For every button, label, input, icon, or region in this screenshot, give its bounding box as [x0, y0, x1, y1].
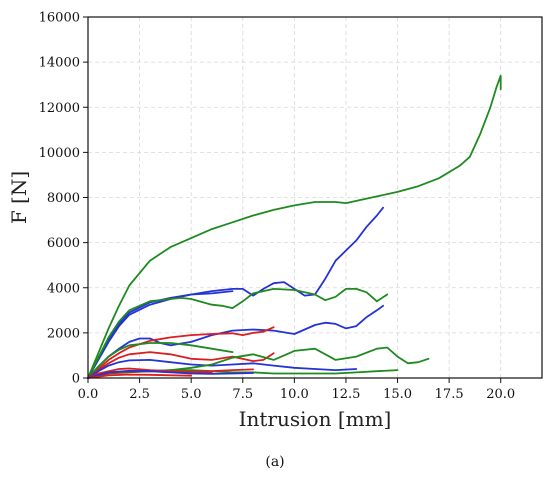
series-line-6-red: [87, 326, 275, 379]
series-line-13-red: [87, 367, 255, 379]
y-axis-label: F [N]: [7, 171, 31, 224]
x-tick-label: 0.0: [78, 387, 99, 402]
series-line-5-blue: [87, 304, 385, 379]
figure-caption: (a): [265, 454, 284, 470]
series-layer: [87, 74, 502, 379]
series-line-8-red: [87, 351, 275, 379]
y-tick-label: 2000: [47, 326, 80, 341]
series-line-2-blue: [87, 206, 385, 379]
series-line-15-red: [87, 373, 193, 379]
x-tick-label: 2.5: [129, 387, 150, 402]
y-tick-label: 14000: [39, 56, 80, 71]
x-tick-label: 12.5: [331, 387, 360, 402]
x-tick-label: 7.5: [232, 387, 253, 402]
x-tick-label: 15.0: [383, 387, 412, 402]
series-line-4-green: [87, 287, 389, 379]
series-line-14-blue: [87, 369, 255, 379]
y-tick-label: 12000: [39, 101, 80, 116]
x-tick-label: 5.0: [181, 387, 202, 402]
y-tick-label: 16000: [39, 11, 80, 26]
tick-layer: 0.0 2.5 5.0 7.5 10.0 12.5 15.0 17.5 20.0 0 2000 400…: [39, 11, 516, 403]
y-tick-label: 4000: [47, 281, 80, 296]
x-tick-label: 10.0: [280, 387, 309, 402]
series-line-7-green: [87, 342, 234, 379]
y-tick-label: 8000: [47, 191, 80, 206]
series-line-1-green: [87, 74, 502, 379]
y-tick-label: 6000: [47, 236, 80, 251]
series-line-9-blue: [87, 358, 358, 379]
grid-layer: [87, 16, 542, 379]
x-axis-label: Intrusion [mm]: [239, 407, 392, 431]
x-tick-label: 17.5: [435, 387, 464, 402]
y-tick-label: 10000: [39, 146, 80, 161]
y-tick-label: 0: [72, 372, 80, 387]
x-tick-label: 20.0: [486, 387, 515, 402]
